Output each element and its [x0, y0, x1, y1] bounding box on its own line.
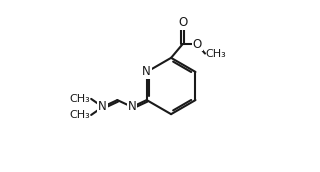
Text: O: O [178, 16, 187, 29]
Text: N: N [98, 100, 107, 113]
Text: CH₃: CH₃ [206, 49, 227, 58]
Text: N: N [128, 100, 136, 113]
Text: O: O [193, 38, 202, 51]
Text: CH₃: CH₃ [70, 94, 91, 104]
Text: N: N [142, 65, 151, 78]
Text: CH₃: CH₃ [70, 110, 91, 120]
